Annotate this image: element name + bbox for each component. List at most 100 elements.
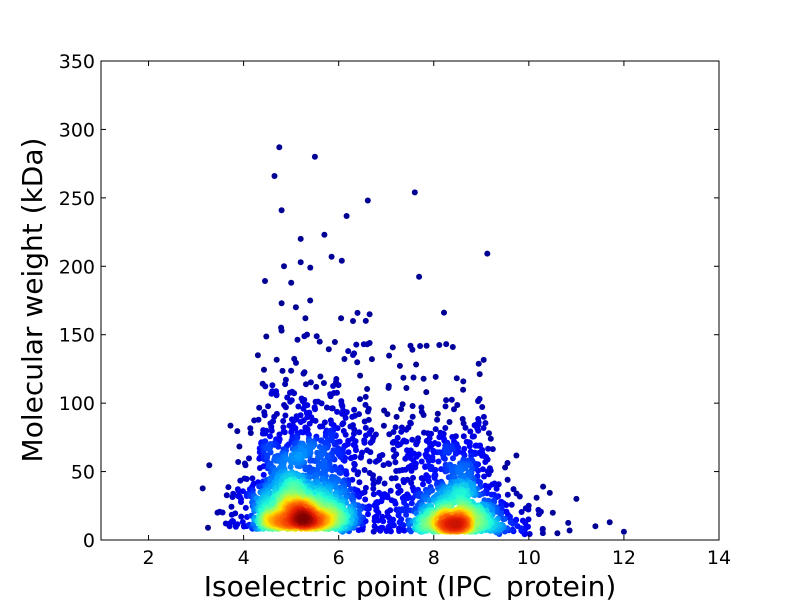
data-point [370,485,377,492]
data-point [592,523,599,530]
data-point [418,404,425,411]
data-point [271,413,278,420]
data-point [479,466,486,473]
data-point [453,521,460,528]
data-point [432,426,439,433]
y-tick-label: 150 [59,325,95,347]
data-point [460,378,467,385]
data-point [379,513,386,520]
data-point [357,396,363,403]
data-point [354,471,361,478]
data-point [409,346,416,353]
data-point [331,339,338,345]
data-point [413,361,420,368]
data-point [606,519,613,526]
data-point [294,434,301,441]
data-point [351,350,358,357]
data-point [280,418,287,424]
data-point [227,422,234,429]
data-point [507,519,514,526]
data-point [444,467,450,474]
data-point [370,481,377,488]
data-point [302,424,309,431]
data-point [410,457,417,464]
data-point [345,348,352,355]
data-point [297,259,304,266]
data-point [271,173,278,179]
data-point [410,474,416,481]
data-point [340,407,347,414]
data-point [297,419,304,425]
data-point [387,507,394,514]
data-point [278,207,285,214]
data-point [435,458,442,465]
data-point [254,352,261,359]
data-point [295,403,302,410]
y-tick-label: 250 [59,188,95,210]
data-point [508,501,515,508]
data-point [236,443,243,450]
data-point [242,504,249,511]
data-point [354,359,361,366]
data-point [408,500,415,507]
data-point [400,522,407,529]
data-point [452,450,459,457]
data-point [307,264,314,271]
data-point [423,389,430,396]
data-point [438,489,445,496]
data-point [398,516,405,523]
data-point [460,386,467,393]
data-point [409,403,416,409]
x-tick-label: 2 [142,547,154,569]
data-point [392,500,399,507]
data-point [342,431,349,438]
data-point [316,338,323,345]
data-point [282,404,289,411]
data-point [504,476,511,483]
data-point [482,482,489,489]
data-point [243,476,250,482]
data-point [522,519,529,526]
data-point [364,386,371,392]
data-point [431,473,438,480]
data-point [321,439,328,446]
data-point [361,437,368,444]
data-point [420,375,427,382]
data-point [356,479,363,486]
data-point [362,401,369,408]
data-point [261,366,267,373]
data-point [554,530,561,537]
data-point [475,421,482,428]
data-point [380,422,387,429]
data-point [297,235,304,242]
data-point [223,492,230,499]
data-point [239,519,246,525]
data-point [374,499,381,506]
data-point [230,490,237,497]
data-point [230,518,236,525]
data-point [482,420,489,426]
data-point [311,153,318,160]
data-point [479,404,486,410]
data-point [504,460,511,466]
data-point [462,424,469,431]
data-point [411,189,418,196]
data-point [319,423,326,430]
data-point [365,511,371,518]
data-point [350,441,357,448]
data-point [370,434,377,441]
data-point [307,379,314,386]
data-point [448,396,455,403]
data-point [339,421,346,428]
data-point [206,462,213,469]
data-point [434,410,441,417]
data-point [350,318,356,324]
data-point [219,509,226,516]
data-point [442,425,449,431]
data-point [361,467,368,473]
data-point [392,424,399,431]
data-point [354,309,361,316]
data-point [288,397,295,404]
data-point [525,506,532,513]
data-point [481,473,488,480]
